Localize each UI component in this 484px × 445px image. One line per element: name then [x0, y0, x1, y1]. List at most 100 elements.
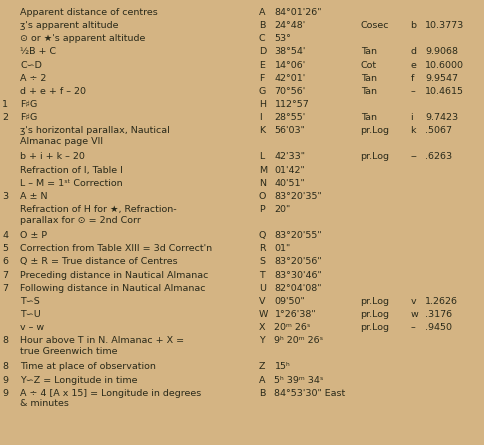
Text: b: b — [410, 21, 416, 30]
Text: 24°48': 24°48' — [274, 21, 306, 30]
Text: b + i + k – 20: b + i + k – 20 — [20, 152, 85, 162]
Text: 14°06': 14°06' — [274, 61, 306, 69]
Text: 83°20'35": 83°20'35" — [274, 192, 322, 201]
Text: L – M = 1ˢᵗ Correction: L – M = 1ˢᵗ Correction — [20, 178, 123, 188]
Text: 6: 6 — [2, 257, 8, 267]
Text: pr.Log: pr.Log — [361, 323, 390, 332]
Text: 9.7423: 9.7423 — [425, 113, 458, 122]
Text: 53°: 53° — [274, 34, 291, 43]
Text: ʒ's horizontal parallax, Nautical
Almanac page VII: ʒ's horizontal parallax, Nautical Almana… — [20, 126, 170, 146]
Text: N: N — [259, 178, 266, 188]
Text: A ÷ 2: A ÷ 2 — [20, 73, 46, 83]
Text: 10.6000: 10.6000 — [425, 61, 464, 69]
Text: 40'51": 40'51" — [274, 178, 305, 188]
Text: 8: 8 — [2, 336, 8, 345]
Text: 83°30'46": 83°30'46" — [274, 271, 322, 279]
Text: U: U — [259, 283, 266, 293]
Text: X: X — [259, 323, 265, 332]
Text: Y: Y — [259, 336, 265, 345]
Text: C: C — [259, 34, 266, 43]
Text: –: – — [410, 323, 415, 332]
Text: 8: 8 — [2, 362, 8, 372]
Text: ½B + C: ½B + C — [20, 47, 57, 57]
Text: Tan: Tan — [361, 87, 377, 96]
Text: 9: 9 — [2, 376, 8, 384]
Text: .9450: .9450 — [425, 323, 452, 332]
Text: F♯G: F♯G — [20, 100, 38, 109]
Text: 9: 9 — [2, 388, 8, 398]
Text: Cot: Cot — [361, 61, 377, 69]
Text: –: – — [410, 87, 415, 96]
Text: i: i — [410, 113, 413, 122]
Text: 9.9547: 9.9547 — [425, 73, 458, 83]
Text: Preceding distance in Nautical Almanac: Preceding distance in Nautical Almanac — [20, 271, 209, 279]
Text: B: B — [259, 21, 265, 30]
Text: M: M — [259, 166, 267, 174]
Text: 01'42": 01'42" — [274, 166, 305, 174]
Text: I: I — [259, 113, 262, 122]
Text: pr.Log: pr.Log — [361, 310, 390, 319]
Text: d: d — [410, 47, 416, 57]
Text: 9.9068: 9.9068 — [425, 47, 458, 57]
Text: ⊙ or ★'s apparent altitude: ⊙ or ★'s apparent altitude — [20, 34, 146, 43]
Text: 42'33": 42'33" — [274, 152, 305, 162]
Text: 28°55': 28°55' — [274, 113, 306, 122]
Text: 09'50": 09'50" — [274, 297, 305, 306]
Text: F♯G: F♯G — [20, 113, 38, 122]
Text: 84°01'26": 84°01'26" — [274, 8, 322, 17]
Text: A: A — [259, 8, 265, 17]
Text: v: v — [410, 297, 416, 306]
Text: 5ʰ 39ᵐ 34ˢ: 5ʰ 39ᵐ 34ˢ — [274, 376, 324, 384]
Text: T∽S: T∽S — [20, 297, 40, 306]
Text: 10.4615: 10.4615 — [425, 87, 464, 96]
Text: A ÷ 4 [A x 15] = Longitude in degrees
& minutes: A ÷ 4 [A x 15] = Longitude in degrees & … — [20, 388, 201, 409]
Text: 20ᵐ 26ˢ: 20ᵐ 26ˢ — [274, 323, 311, 332]
Text: 1.2626: 1.2626 — [425, 297, 458, 306]
Text: Q ± R = True distance of Centres: Q ± R = True distance of Centres — [20, 257, 178, 267]
Text: .3176: .3176 — [425, 310, 452, 319]
Text: Y∽Z = Longitude in time: Y∽Z = Longitude in time — [20, 376, 138, 384]
Text: 83°20'55": 83°20'55" — [274, 231, 322, 240]
Text: C∽D: C∽D — [20, 61, 42, 69]
Text: E: E — [259, 61, 265, 69]
Text: Q: Q — [259, 231, 266, 240]
Text: e: e — [410, 61, 416, 69]
Text: R: R — [259, 244, 266, 253]
Text: Tan: Tan — [361, 73, 377, 83]
Text: w: w — [410, 310, 418, 319]
Text: F: F — [259, 73, 264, 83]
Text: Cosec: Cosec — [361, 21, 389, 30]
Text: Refraction of I, Table I: Refraction of I, Table I — [20, 166, 123, 174]
Text: H: H — [259, 100, 266, 109]
Text: 1: 1 — [2, 100, 8, 109]
Text: 10.3773: 10.3773 — [425, 21, 464, 30]
Text: 70°56': 70°56' — [274, 87, 306, 96]
Text: 5: 5 — [2, 244, 8, 253]
Text: Time at place of observation: Time at place of observation — [20, 362, 156, 372]
Text: W: W — [259, 310, 268, 319]
Text: v – w: v – w — [20, 323, 45, 332]
Text: 38°54': 38°54' — [274, 47, 306, 57]
Text: 1°26'38": 1°26'38" — [274, 310, 316, 319]
Text: A: A — [259, 376, 265, 384]
Text: 7: 7 — [2, 271, 8, 279]
Text: 20": 20" — [274, 205, 291, 214]
Text: Refraction of H for ★, Refraction-
parallax for ⊙ = 2nd Corr: Refraction of H for ★, Refraction- paral… — [20, 205, 177, 225]
Text: 01": 01" — [274, 244, 291, 253]
Text: 82°04'08": 82°04'08" — [274, 283, 322, 293]
Text: V: V — [259, 297, 265, 306]
Text: Following distance in Nautical Almanac: Following distance in Nautical Almanac — [20, 283, 206, 293]
Text: Tan: Tan — [361, 113, 377, 122]
Text: 56'03": 56'03" — [274, 126, 305, 135]
Text: Tan: Tan — [361, 47, 377, 57]
Text: 42°01': 42°01' — [274, 73, 306, 83]
Text: O: O — [259, 192, 266, 201]
Text: Z: Z — [259, 362, 265, 372]
Text: Apparent distance of centres: Apparent distance of centres — [20, 8, 158, 17]
Text: 15ʰ: 15ʰ — [274, 362, 290, 372]
Text: pr.Log: pr.Log — [361, 126, 390, 135]
Text: d + e + f – 20: d + e + f – 20 — [20, 87, 86, 96]
Text: 7: 7 — [2, 283, 8, 293]
Text: A ± N: A ± N — [20, 192, 48, 201]
Text: ʒ's apparent altitude: ʒ's apparent altitude — [20, 21, 119, 30]
